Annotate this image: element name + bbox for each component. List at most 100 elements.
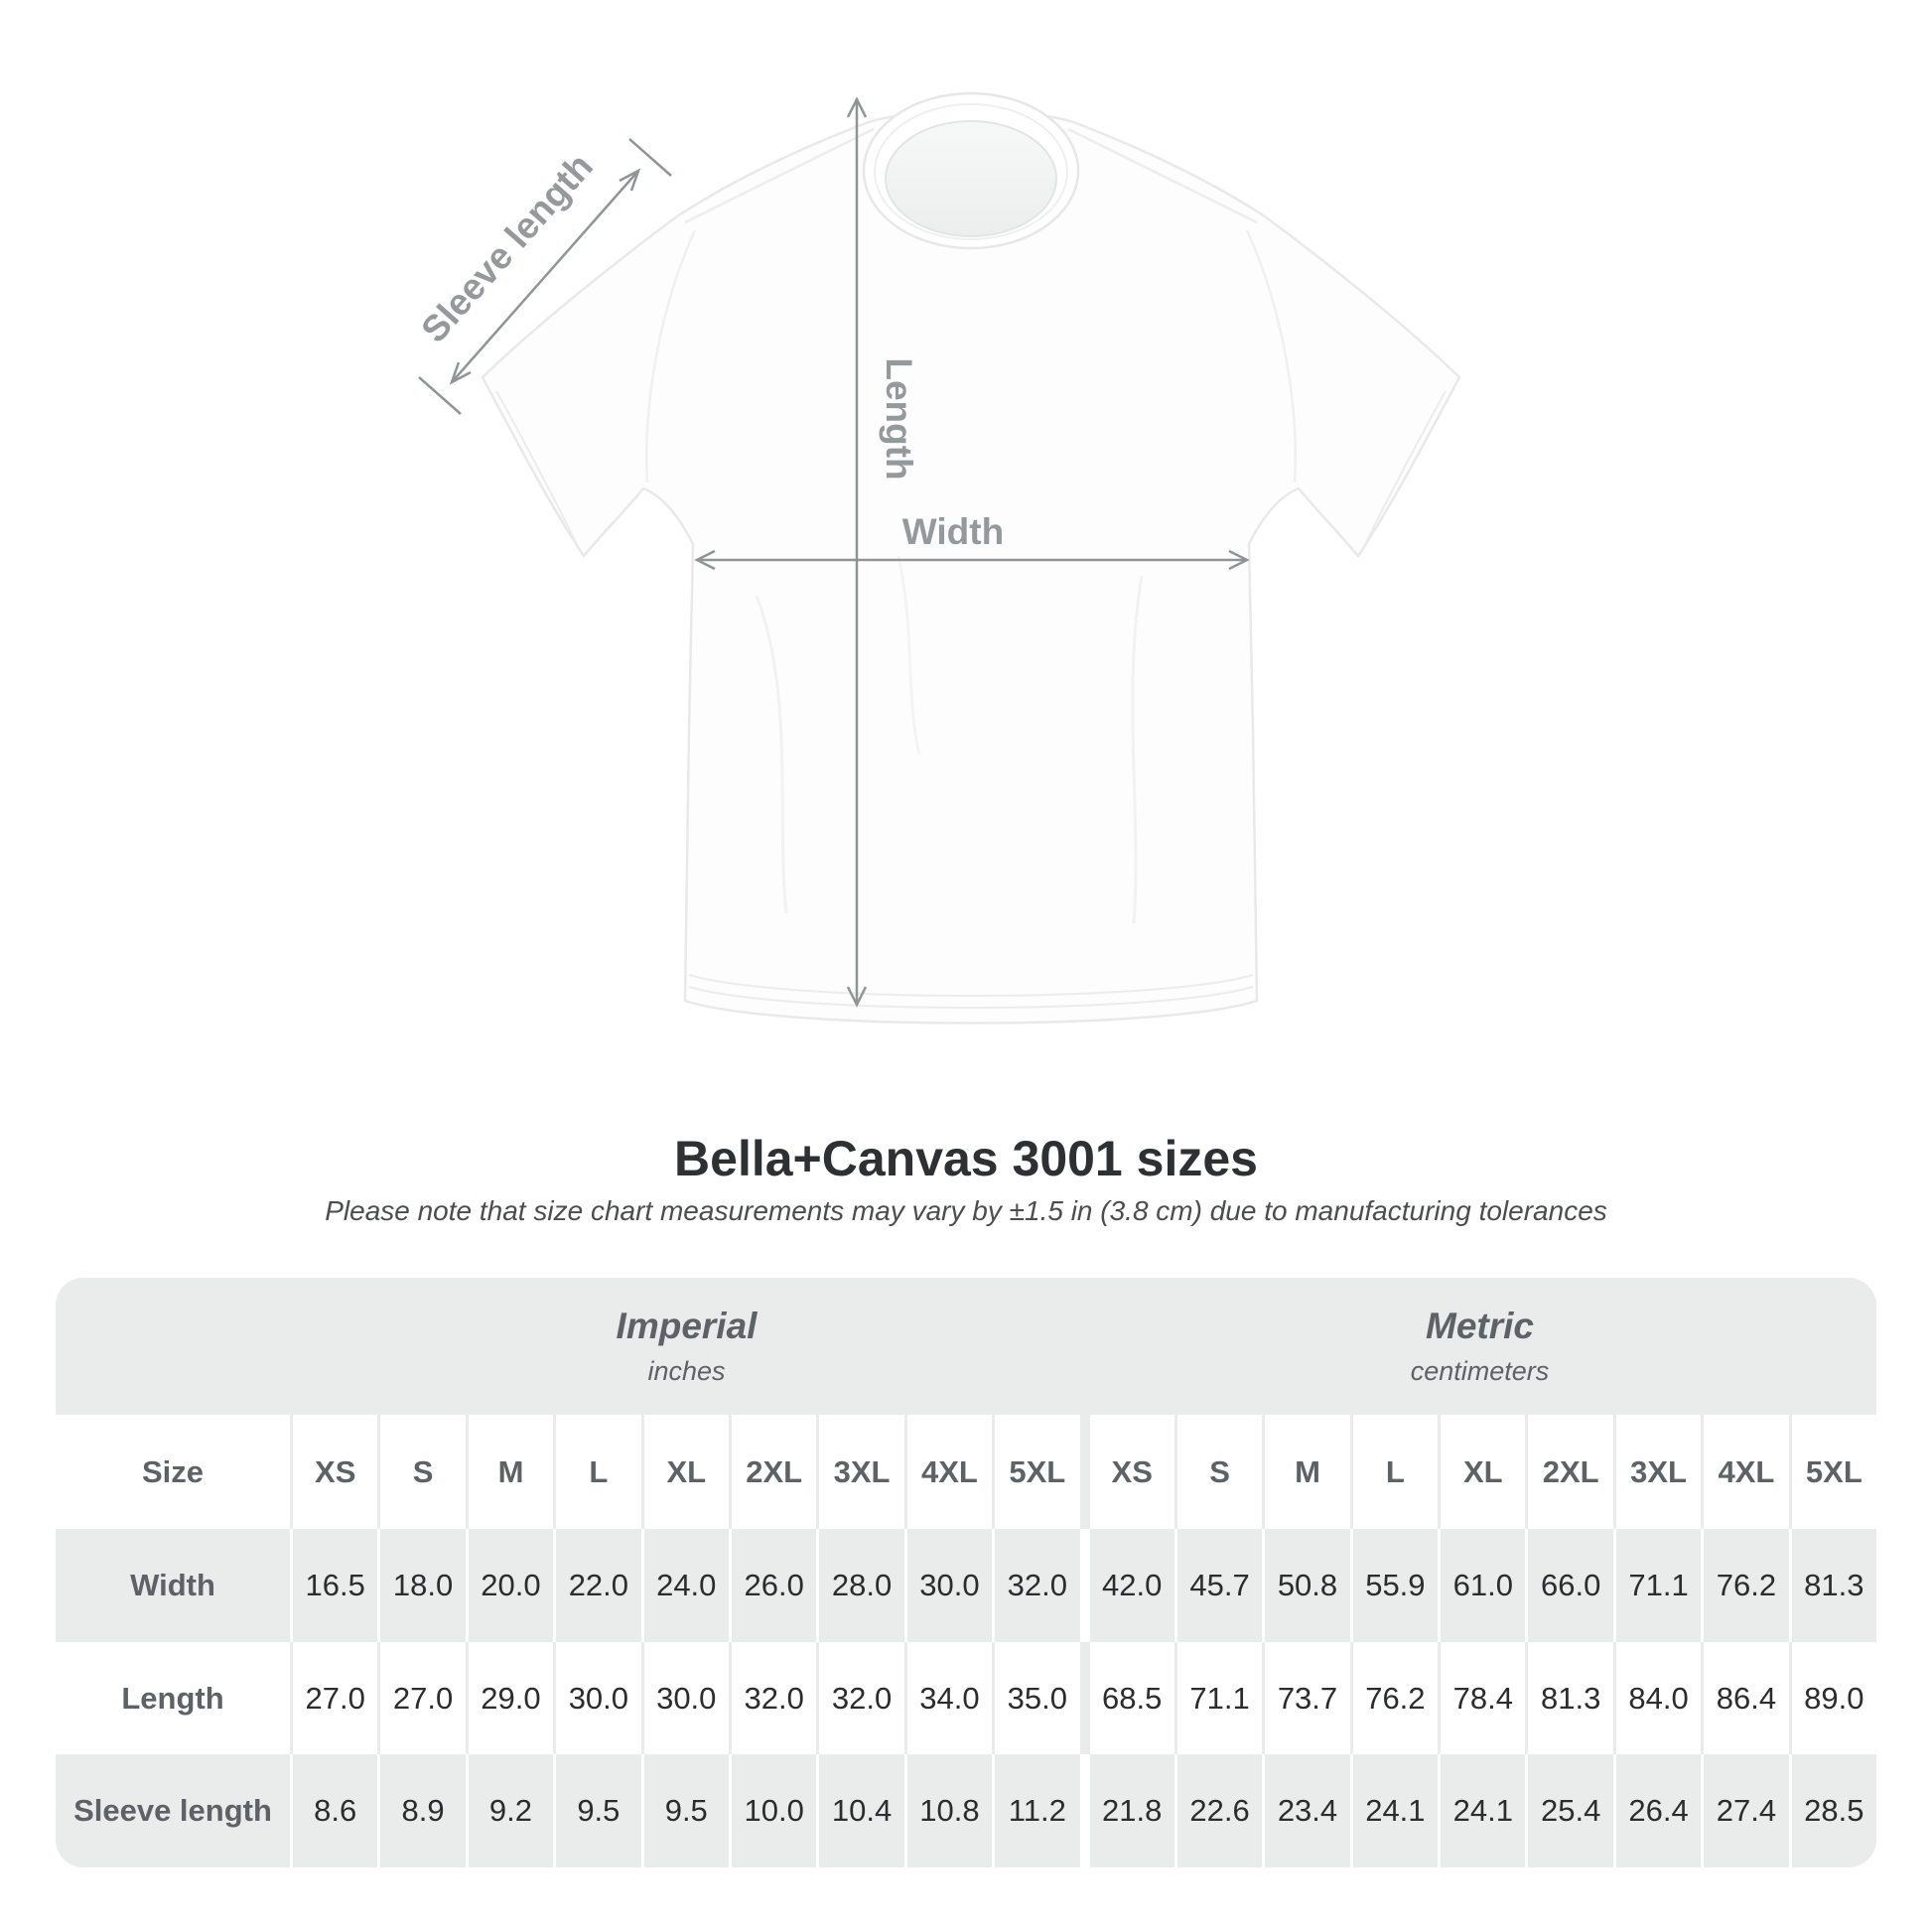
value-cell: 25.4 <box>1525 1754 1612 1867</box>
size-col-header: 3XL <box>816 1415 903 1529</box>
value-cell: 81.3 <box>1525 1641 1612 1755</box>
imperial-section-header: Imperial inches <box>290 1278 1083 1415</box>
value-cell: 26.4 <box>1612 1754 1701 1867</box>
value-cell: 81.3 <box>1788 1529 1876 1642</box>
value-cell: 76.2 <box>1349 1641 1438 1755</box>
size-col-header: M <box>465 1415 553 1529</box>
value-cell: 30.0 <box>640 1641 729 1755</box>
size-col-header: L <box>553 1415 640 1529</box>
section-header-band: Imperial inches Metric centimeters <box>56 1278 1876 1415</box>
length-arrow <box>846 96 868 1008</box>
value-cell: 10.4 <box>816 1754 903 1867</box>
size-header-row: Size XS S M L XL 2XL 3XL 4XL 5XL XS S M L XL 2XL 3XL 4XL 5… <box>56 1415 1876 1529</box>
value-cell: 29.0 <box>465 1641 553 1755</box>
value-cell: 9.5 <box>640 1754 729 1867</box>
table-row: Sleeve length 8.6 8.9 9.2 9.5 9.5 10.0 10.4 10.8… <box>56 1754 1876 1867</box>
value-cell: 55.9 <box>1349 1529 1438 1642</box>
value-cell: 24.1 <box>1349 1754 1438 1867</box>
value-cell: 27.4 <box>1701 1754 1788 1867</box>
size-col-header: 2XL <box>1525 1415 1612 1529</box>
value-cell: 10.8 <box>903 1754 992 1867</box>
value-cell: 66.0 <box>1525 1529 1612 1642</box>
page-title: Bella+Canvas 3001 sizes <box>674 1131 1258 1186</box>
size-col-header: 5XL <box>992 1415 1079 1529</box>
value-cell: 18.0 <box>377 1529 465 1642</box>
value-cell: 50.8 <box>1262 1529 1349 1642</box>
value-cell: 8.9 <box>377 1754 465 1867</box>
size-col-header: XL <box>1438 1415 1525 1529</box>
size-col-header: XS <box>290 1415 377 1529</box>
row-label: Sleeve length <box>73 1793 272 1829</box>
size-col-header: 4XL <box>903 1415 992 1529</box>
value-cell: 11.2 <box>992 1754 1079 1867</box>
value-cell: 32.0 <box>992 1529 1079 1642</box>
value-cell: 86.4 <box>1701 1641 1788 1755</box>
imperial-unit-label: inches <box>647 1356 726 1386</box>
value-cell: 9.5 <box>553 1754 640 1867</box>
metric-label: Metric <box>1426 1306 1534 1346</box>
width-arrow <box>694 549 1250 571</box>
size-col-header: 4XL <box>1701 1415 1788 1529</box>
value-cell: 35.0 <box>992 1641 1079 1755</box>
value-cell: 73.7 <box>1262 1641 1349 1755</box>
value-cell: 22.6 <box>1173 1754 1262 1867</box>
tshirt-graphic <box>481 91 1461 1025</box>
size-col-header: XS <box>1079 1415 1174 1529</box>
value-cell: 68.5 <box>1079 1641 1174 1755</box>
table-row: Length 27.0 27.0 29.0 30.0 30.0 32.0 32.0 34.0 35… <box>56 1641 1876 1755</box>
value-cell: 32.0 <box>816 1641 903 1755</box>
value-cell: 84.0 <box>1612 1641 1701 1755</box>
metric-section-header: Metric centimeters <box>1083 1278 1876 1415</box>
value-cell: 71.1 <box>1612 1529 1701 1642</box>
imperial-label: Imperial <box>616 1306 758 1346</box>
value-cell: 24.1 <box>1438 1754 1525 1867</box>
value-cell: 9.2 <box>465 1754 553 1867</box>
value-cell: 27.0 <box>377 1641 465 1755</box>
value-cell: 21.8 <box>1079 1754 1174 1867</box>
size-col-header: S <box>377 1415 465 1529</box>
size-col-header: M <box>1262 1415 1349 1529</box>
value-cell: 28.5 <box>1788 1754 1876 1867</box>
row-label: Length <box>121 1680 224 1716</box>
value-cell: 23.4 <box>1262 1754 1349 1867</box>
value-cell: 78.4 <box>1438 1641 1525 1755</box>
length-label: Length <box>879 357 919 480</box>
value-cell: 71.1 <box>1173 1641 1262 1755</box>
size-col-header: XL <box>640 1415 729 1529</box>
metric-unit-label: centimeters <box>1410 1356 1550 1386</box>
value-cell: 27.0 <box>290 1641 377 1755</box>
value-cell: 8.6 <box>290 1754 377 1867</box>
size-col-header: L <box>1349 1415 1438 1529</box>
size-col-header: 2XL <box>728 1415 816 1529</box>
value-cell: 20.0 <box>465 1529 553 1642</box>
section-header-spacer <box>56 1278 290 1415</box>
value-cell: 30.0 <box>903 1529 992 1642</box>
size-col-header: 5XL <box>1788 1415 1876 1529</box>
page-subtitle: Please note that size chart measurements… <box>325 1195 1607 1226</box>
value-cell: 34.0 <box>903 1641 992 1755</box>
size-col-header: S <box>1173 1415 1262 1529</box>
value-cell: 22.0 <box>553 1529 640 1642</box>
value-cell: 16.5 <box>290 1529 377 1642</box>
size-column-header: Size <box>141 1453 205 1489</box>
value-cell: 45.7 <box>1173 1529 1262 1642</box>
size-table-grid: Size XS S M L XL 2XL 3XL 4XL 5XL XS S M L XL 2XL 3XL 4XL 5… <box>56 1415 1876 1867</box>
table-row: Width 16.5 18.0 20.0 22.0 24.0 26.0 28.0 30.0 32.… <box>56 1529 1876 1642</box>
size-table: Imperial inches Metric centimeters Size X… <box>56 1278 1876 1867</box>
value-cell: 30.0 <box>553 1641 640 1755</box>
value-cell: 76.2 <box>1701 1529 1788 1642</box>
tshirt-measurement-diagram: Sleeve length Length Width <box>413 91 1461 1025</box>
value-cell: 10.0 <box>728 1754 816 1867</box>
row-label: Width <box>130 1567 215 1602</box>
size-col-header: 3XL <box>1612 1415 1701 1529</box>
value-cell: 89.0 <box>1788 1641 1876 1755</box>
value-cell: 61.0 <box>1438 1529 1525 1642</box>
sleeve-length-arrow <box>418 138 672 415</box>
measurement-arrows <box>418 96 1250 1008</box>
value-cell: 28.0 <box>816 1529 903 1642</box>
value-cell: 32.0 <box>728 1641 816 1755</box>
value-cell: 24.0 <box>640 1529 729 1642</box>
value-cell: 26.0 <box>728 1529 816 1642</box>
width-label: Width <box>902 511 1004 552</box>
value-cell: 42.0 <box>1079 1529 1174 1642</box>
